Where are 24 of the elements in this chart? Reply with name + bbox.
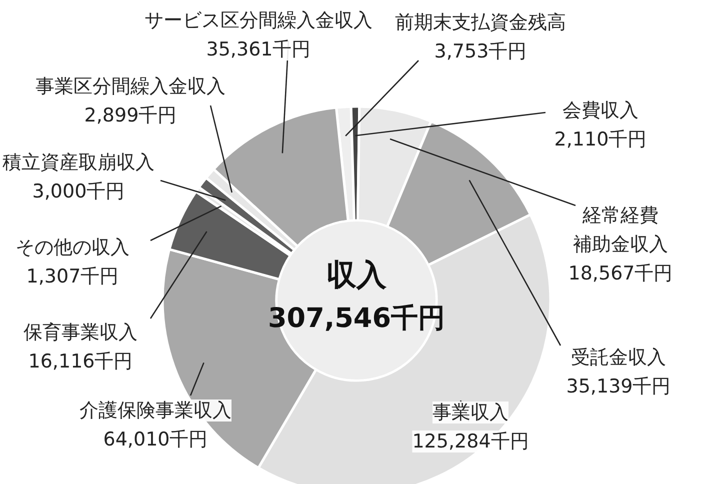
slice-label: 経常経費補助金収入	[573, 204, 668, 256]
data-label: 16,116千円	[28, 350, 133, 372]
slice-label: 事業収入	[432, 402, 508, 424]
slice-label: 介護保険事業収入	[80, 400, 232, 422]
text: 収入	[326, 258, 388, 293]
slice-label: 受託金収入	[571, 346, 666, 368]
data-label: 64,010千円	[103, 428, 208, 450]
slice-label: 前期末支払資金残高	[395, 12, 566, 34]
data-label: 2,899千円	[84, 104, 177, 126]
data-label: 3,753千円	[434, 40, 527, 62]
slice-label: その他の収入	[16, 236, 130, 258]
slice-label: 会費収入	[562, 100, 638, 122]
text: 307,546千円	[268, 303, 445, 334]
slice-label: 保育事業収入	[24, 322, 138, 344]
slice-label: サービス区分間繰入金収入	[144, 10, 372, 32]
data-label: 125,284千円	[412, 430, 529, 452]
data-label: 35,139千円	[566, 376, 671, 398]
slice-label: 事業区分間繰入金収入	[36, 76, 226, 98]
slice-label: 積立資産取崩収入	[2, 152, 154, 174]
data-label: 35,361千円	[206, 38, 311, 60]
data-label: 3,000千円	[32, 180, 125, 202]
data-label: 1,307千円	[26, 266, 119, 288]
data-label: 2,110千円	[554, 128, 647, 150]
data-label: 18,567千円	[568, 262, 673, 284]
